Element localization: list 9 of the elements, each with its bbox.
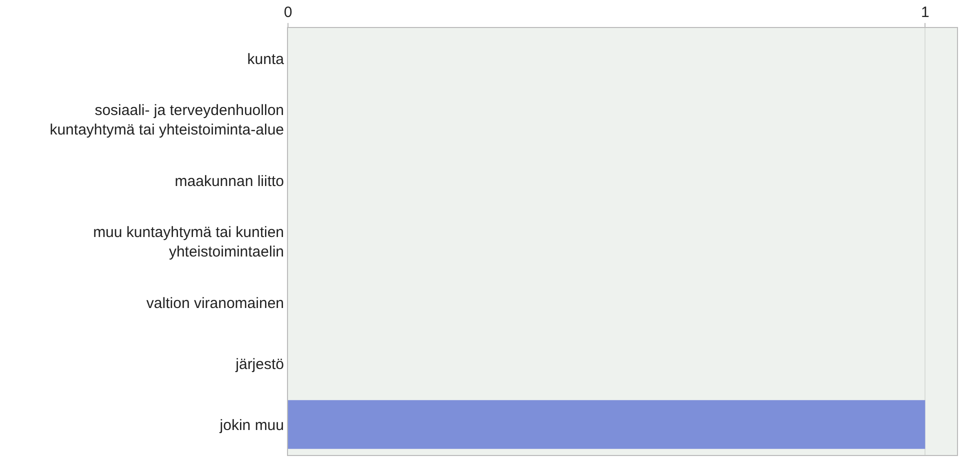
y-tick-label: järjestö: [234, 356, 284, 373]
x-tick-label: 1: [920, 4, 930, 21]
y-tick-label: jokin muu: [218, 416, 284, 434]
y-tick-label: valtion viranomainen: [146, 294, 284, 312]
y-tick-label: kunta: [247, 50, 285, 68]
y-tick-label: sosiaali- ja terveydenhuollon kuntayhtymä tai yhteistoiminta-alue: [50, 102, 284, 138]
x-tick-label: 0: [284, 4, 292, 21]
y-tick-label: muu kuntayhtymä tai kuntien yhteistoimintaelin: [93, 224, 284, 260]
y-tick-label: maakunnan liitto: [174, 172, 284, 190]
